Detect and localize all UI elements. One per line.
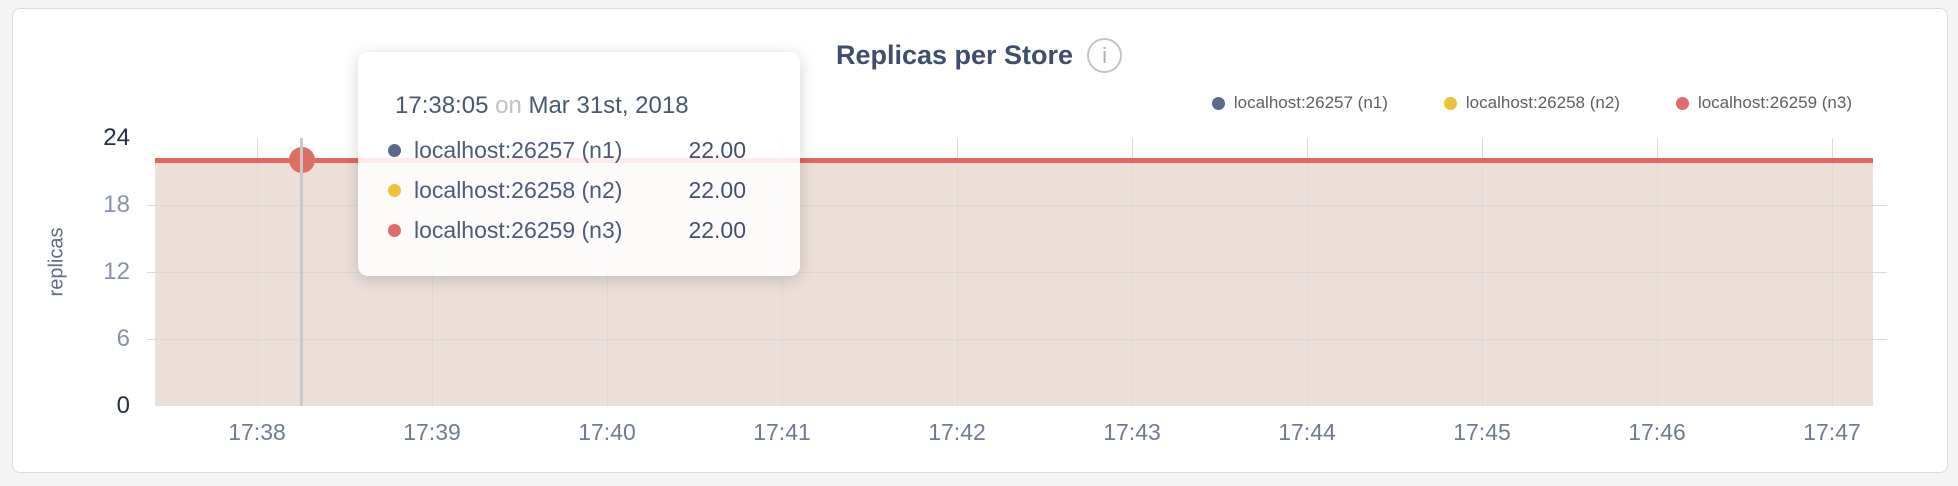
tooltip-row: localhost:26259 (n3) 22.00	[388, 210, 746, 250]
tooltip-swatch-icon	[388, 183, 401, 197]
x-tick-label: 17:46	[1628, 419, 1686, 445]
x-tick-label: 17:38	[228, 419, 286, 445]
info-icon[interactable]: i	[1087, 38, 1123, 73]
y-tick-label: 12	[103, 258, 130, 285]
y-gridline	[147, 338, 1887, 340]
x-tick-label: 17:41	[753, 419, 811, 445]
y-gridline	[147, 271, 1887, 273]
tooltip-series-name: localhost:26257 (n1)	[414, 136, 623, 163]
y-tick-label: 6	[116, 325, 130, 352]
hover-tooltip: 17:38:05 on Mar 31st, 2018 localhost:262…	[358, 52, 800, 276]
y-tick-label: 24	[103, 124, 130, 151]
tooltip-swatch-icon	[388, 143, 401, 157]
tooltip-date: Mar 31st, 2018	[528, 92, 689, 119]
tooltip-swatch-icon	[388, 223, 401, 237]
x-tick-label: 17:44	[1278, 419, 1336, 445]
tooltip-row: localhost:26257 (n1) 22.00	[388, 130, 746, 170]
y-tick-label: 0	[116, 392, 130, 419]
chart-header: Replicas per Store i	[0, 38, 1958, 73]
x-tick-label: 17:42	[928, 419, 986, 445]
tooltip-series-name: localhost:26259 (n3)	[414, 216, 623, 243]
hover-guideline	[300, 138, 303, 406]
tooltip-time: 17:38:05	[395, 92, 489, 119]
x-tick-label: 17:40	[578, 419, 636, 445]
tooltip-series-value: 22.00	[688, 216, 746, 243]
chart-title: Replicas per Store	[835, 40, 1074, 70]
legend-label: localhost:26257 (n1)	[1233, 93, 1388, 112]
y-axis-title: replicas	[45, 227, 68, 297]
legend-item[interactable]: localhost:26258 (n2)	[1443, 93, 1620, 113]
chart-legend: localhost:26257 (n1) localhost:26258 (n2)…	[1211, 93, 1852, 113]
legend-item[interactable]: localhost:26259 (n3)	[1675, 93, 1852, 113]
tooltip-series-value: 22.00	[688, 136, 746, 163]
legend-label: localhost:26258 (n2)	[1465, 93, 1620, 112]
x-tick-label: 17:39	[403, 419, 461, 445]
legend-swatch-icon	[1443, 96, 1457, 110]
tooltip-header: 17:38:05 on Mar 31st, 2018	[395, 92, 746, 120]
x-tick-label: 17:45	[1453, 419, 1511, 445]
x-tick-label: 17:43	[1103, 419, 1161, 445]
x-tick-label: 17:47	[1803, 419, 1861, 445]
tooltip-series-name: localhost:26258 (n2)	[414, 176, 623, 203]
y-gridline	[147, 204, 1887, 206]
legend-item[interactable]: localhost:26257 (n1)	[1211, 93, 1388, 113]
legend-label: localhost:26259 (n3)	[1697, 93, 1852, 112]
y-tick-label: 18	[103, 191, 130, 218]
tooltip-conjunction: on	[495, 92, 522, 119]
legend-swatch-icon	[1675, 96, 1689, 110]
tooltip-series-value: 22.00	[688, 176, 746, 203]
series-line	[155, 157, 1873, 163]
tooltip-rows: localhost:26257 (n1) 22.00 localhost:26258…	[388, 130, 746, 250]
tooltip-row: localhost:26258 (n2) 22.00	[388, 170, 746, 210]
legend-swatch-icon	[1211, 96, 1225, 110]
